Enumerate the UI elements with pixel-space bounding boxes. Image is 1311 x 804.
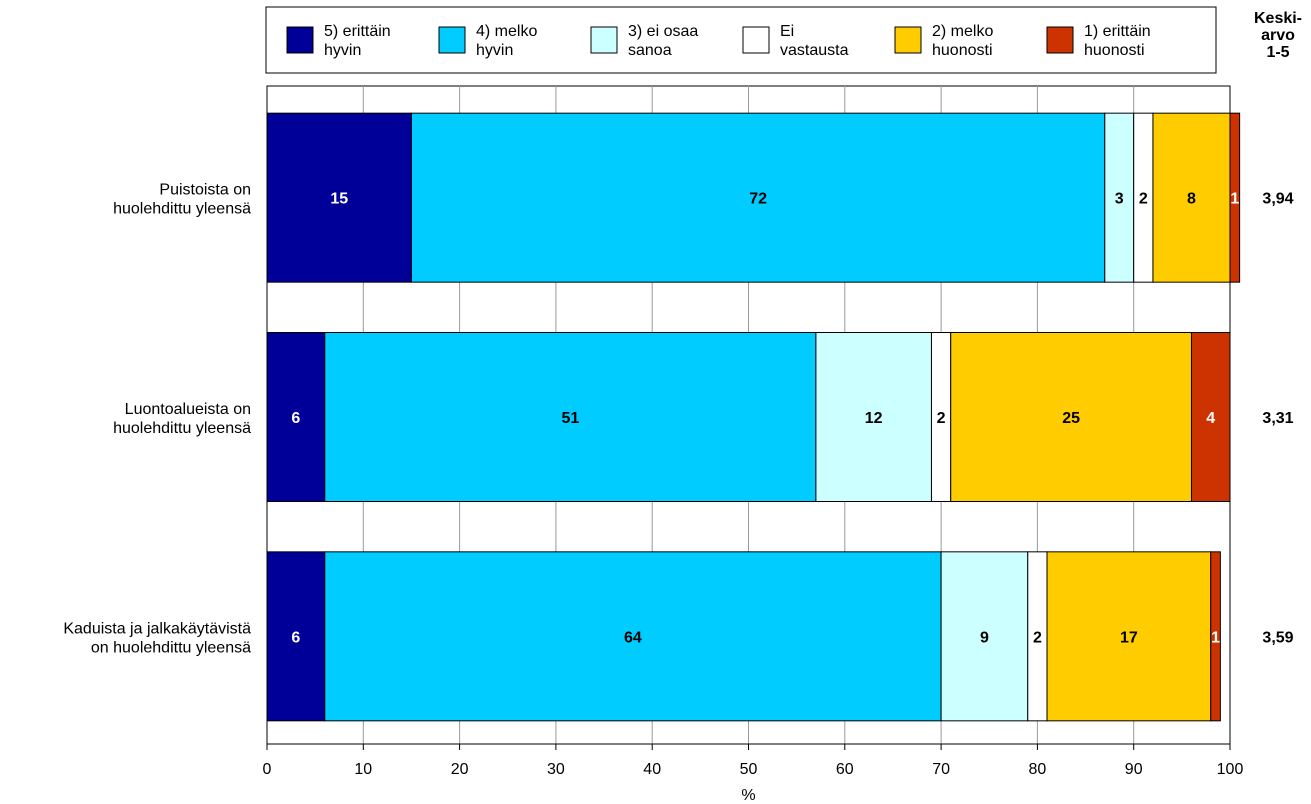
legend-item: 3) ei osaa sanoa [590,23,698,59]
legend-label-line: 3) ei osaa [628,23,698,40]
mean-values: 3,94 3,31 3,59 [1262,191,1293,647]
data-label: 15 [330,191,348,208]
mean-header-label: Keski-arvo 1-5 [1254,10,1302,61]
legend-item: 5) erittäin hyvin [286,23,391,59]
data-label: 1 [1230,191,1239,208]
bar-segment [950,332,1192,502]
data-label: 4 [1206,410,1215,427]
bar-segment [815,332,932,502]
x-tick-label: 10 [354,761,372,778]
category-label-line: Puistoista on [159,182,251,199]
bar-segment [940,551,1029,722]
data-label: 72 [749,191,767,208]
legend-label-line: huonosti [1084,42,1145,59]
bars: 15 72 3 2 8 16 51 12 2 25 46 64 9 2 17 1 [266,112,1241,722]
x-tick-label: 100 [1217,761,1244,778]
x-tick-label: 40 [643,761,661,778]
legend-item: 2) melko huonosti [894,23,993,59]
bar-segment [266,332,326,502]
mean-header: Keski-arvo 1-5 [1254,10,1302,61]
x-tick-label: 20 [451,761,469,778]
mean-value: 3,94 [1262,191,1293,208]
legend-label-line: vastausta [780,42,849,59]
legend-swatch [286,26,314,54]
legend-item: Ei vastausta [742,23,849,59]
mean-value: 3,31 [1262,410,1293,427]
category-label-line: Kaduista ja jalkakäytävistä [63,620,251,637]
legend: 5) erittäin hyvin 4) melko hyvin 3) ei osaa s… [265,6,1217,74]
bar-segment [410,112,1106,283]
legend-item: 4) melko hyvin [438,23,537,59]
mean-header-line: 1-5 [1266,44,1289,61]
data-label: 51 [561,410,579,427]
x-axis-title: % [741,787,755,804]
data-label: 8 [1187,191,1196,208]
data-label: 6 [291,410,300,427]
bar-segment [1104,112,1135,283]
legend-swatch [590,26,618,54]
category-label-line: on huolehdittu yleensä [91,639,251,656]
legend-swatch [742,26,770,54]
bar-segment [324,332,817,502]
legend-label: 1) erittäin huonosti [1084,23,1151,59]
x-tick-label: 30 [547,761,565,778]
mean-header-line: arvo [1261,27,1295,44]
x-tick-label: 90 [1125,761,1143,778]
x-axis: 0 10 20 30 40 50 60 70 80 90 100% [263,743,1244,804]
legend-label: 2) melko huonosti [932,23,993,59]
mean-header-line: Keski- [1254,10,1302,27]
x-tick-label: 0 [263,761,272,778]
legend-label-line: 4) melko [476,23,537,40]
data-label: 3 [1115,191,1124,208]
bar-segment [1190,332,1231,502]
legend-label: Ei vastausta [780,23,849,59]
legend-label-line: huonosti [932,42,993,59]
data-label: 2 [1139,191,1148,208]
x-tick-label: 50 [740,761,758,778]
bar-segment [1046,551,1212,722]
data-label: 2 [937,410,946,427]
bar-segment [1229,112,1241,283]
legend-item: 1) erittäin huonosti [1046,23,1151,59]
data-label: 6 [291,629,300,646]
bar-segment [266,112,412,283]
data-label: 2 [1033,629,1042,646]
legend-swatch [1046,26,1074,54]
legend-label: 3) ei osaa sanoa [628,23,698,59]
bar-segment [324,551,942,722]
legend-label: 4) melko hyvin [476,23,537,59]
x-tick-label: 80 [1029,761,1047,778]
legend-swatch [438,26,466,54]
bar-segment [266,551,326,722]
category-labels: Puistoista on huolehdittu yleensäLuontoal… [63,182,251,657]
bar-segment [1152,112,1231,283]
legend-label-line: sanoa [628,42,672,59]
legend-label-line: 2) melko [932,23,993,40]
data-label: 17 [1120,629,1138,646]
data-label: 64 [624,629,642,646]
category-label: Puistoista on huolehdittu yleensä [113,182,251,218]
data-label: 9 [980,629,989,646]
x-tick-label: 60 [836,761,854,778]
category-label: Kaduista ja jalkakäytävistä on huolehditt… [63,620,251,656]
category-label-line: huolehdittu yleensä [113,420,251,437]
category-label: Luontoalueista on huolehdittu yleensä [113,401,251,437]
x-tick-label: 70 [932,761,950,778]
mean-value: 3,59 [1262,629,1293,646]
category-label-line: Luontoalueista on [125,401,251,418]
data-label: 12 [865,410,883,427]
legend-label-line: hyvin [476,42,513,59]
legend-label-line: Ei [780,23,794,40]
legend-swatch [894,26,922,54]
legend-label-line: 5) erittäin [324,23,391,40]
category-label-line: huolehdittu yleensä [113,201,251,218]
data-label: 25 [1062,410,1080,427]
legend-label-line: 1) erittäin [1084,23,1151,40]
legend-label-line: hyvin [324,42,361,59]
bar-segment [1210,551,1221,722]
legend-label: 5) erittäin hyvin [324,23,391,59]
data-label: 1 [1211,629,1220,646]
